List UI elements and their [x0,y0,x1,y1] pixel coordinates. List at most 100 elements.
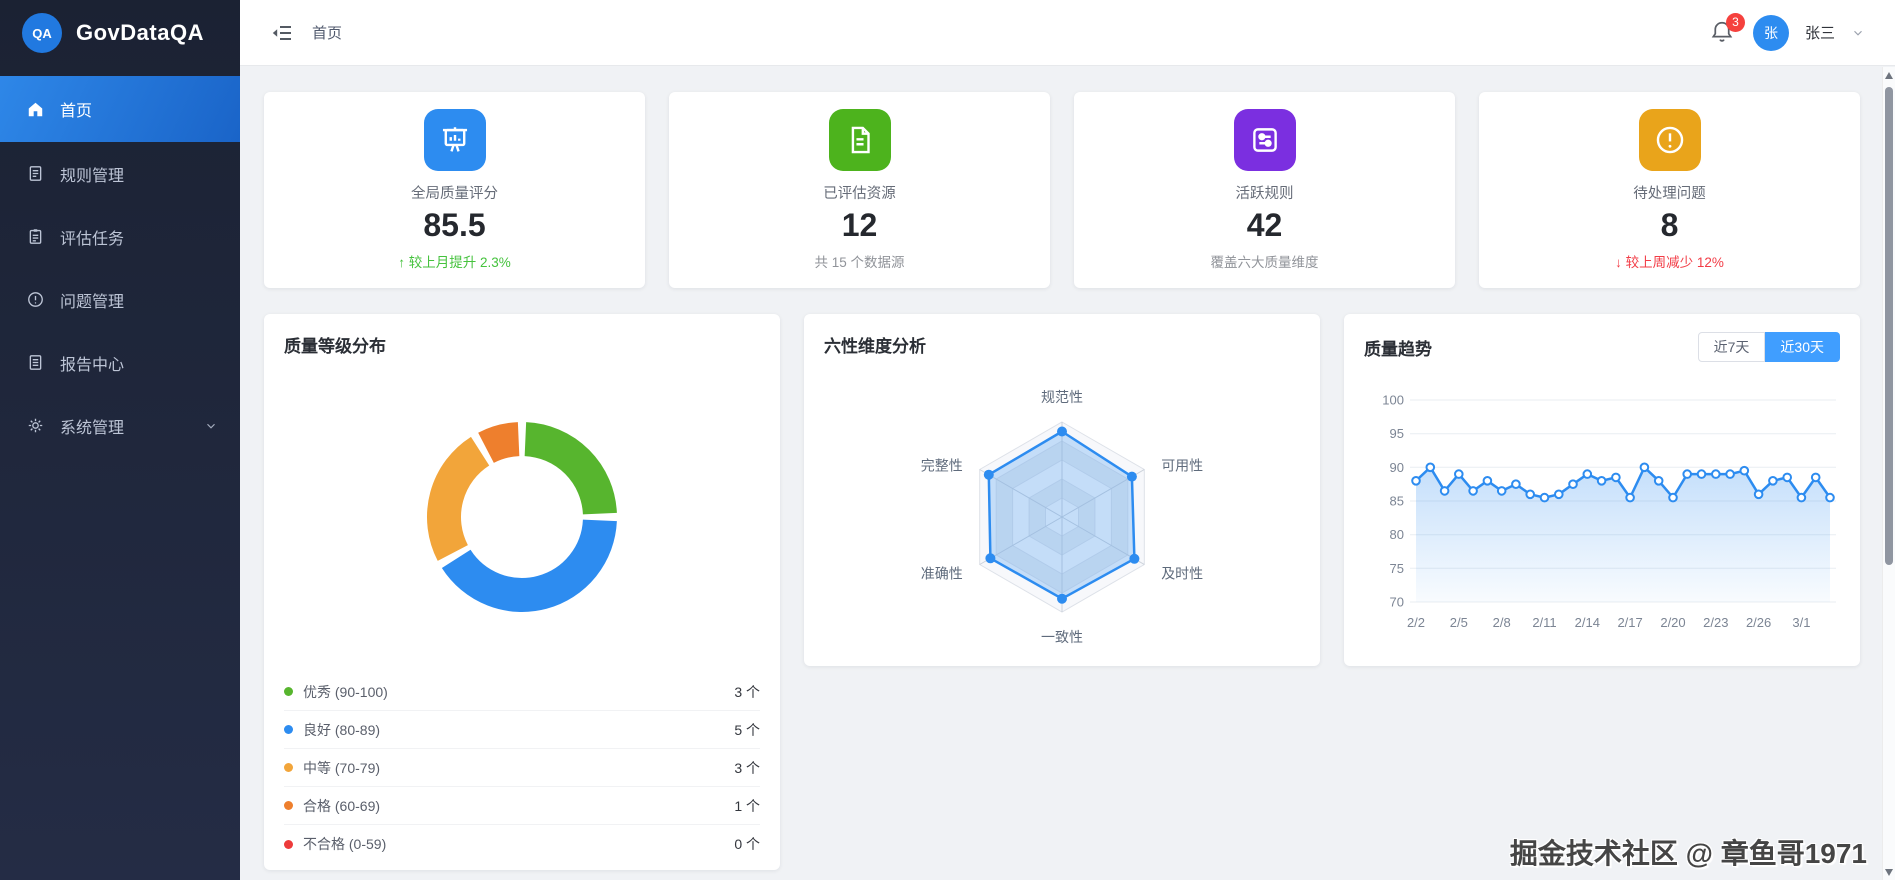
stat-title: 全局质量评分 [411,186,498,203]
svg-text:95: 95 [1390,426,1404,441]
stat-value: 12 [841,207,878,244]
svg-text:2/17: 2/17 [1617,615,1642,630]
sidebar-menu: 首页 规则管理 评估任务 问题管理 报告中心 系统管理 [0,76,240,457]
svg-text:80: 80 [1390,527,1404,542]
quality-trend-card: 质量趋势 近7天 近30天 100 95 90 85 80 75 70 2/2 2/5 2/8 2/… [1344,314,1860,666]
stats-row: 全局质量评分 85.5 ↑ 较上月提升 2.3% 已评估资源 12 共 15 个… [264,92,1860,288]
sliders-icon [1233,109,1296,172]
six-dimensions-card: 六性维度分析 规范性 可用性 及时性 一致性 准确性 完整性 [804,314,1320,666]
line-chart: 100 95 90 85 80 75 702/2 2/5 2/8 2/11 2/14 2/17 2/20… [1382,393,1836,630]
stat-title: 已评估资源 [823,186,896,203]
sidebar: QA GovDataQA 首页 规则管理 评估任务 问题管理 报告中心 [0,0,240,880]
stat-card-assessed-resources: 已评估资源 12 共 15 个数据源 [669,92,1050,288]
chevron-down-icon[interactable] [1851,26,1865,40]
legend-dot [284,801,293,810]
stat-note: ↑ 较上月提升 2.3% [398,254,511,270]
svg-text:准确性: 准确性 [921,566,963,582]
donut-chart [427,422,617,612]
chevron-down-icon [207,423,215,429]
page-scrollbar [1882,67,1895,880]
watermark: 掘金技术社区 @ 章鱼哥1971 [1509,838,1867,869]
svg-text:及时性: 及时性 [1161,566,1203,582]
range-30days-button[interactable]: 近30天 [1765,332,1840,362]
legend-count: 5 个 [734,721,760,738]
notification-badge: 3 [1725,12,1745,32]
stat-value: 42 [1246,207,1283,244]
legend-item-pass[interactable]: 合格 (60-69) 1 个 [284,787,760,825]
legend-label: 良好 (80-89) [303,721,381,738]
sidebar-item-label: 问题管理 [60,293,125,311]
legend-count: 3 个 [734,759,760,776]
rules-document-icon [29,166,42,181]
chart-title: 六性维度分析 [824,337,926,356]
reports-document-icon [29,355,42,370]
svg-text:2/23: 2/23 [1703,615,1728,630]
tasks-clipboard-icon [29,229,42,244]
legend-dot [284,839,293,849]
notification-bell[interactable]: 3 [1709,12,1745,47]
sidebar-fold-icon[interactable] [270,20,296,46]
sidebar-item-rules[interactable]: 规则管理 [0,142,240,205]
legend-count: 0 个 [734,836,760,852]
avatar[interactable]: 张 [1752,14,1789,51]
sidebar-item-label: 首页 [60,103,93,120]
chart-title: 质量等级分布 [284,337,386,356]
legend-dot [284,763,293,772]
app-name: GovDataQA [76,20,204,45]
legend-label: 不合格 (0-59) [303,836,387,852]
legend-item-medium[interactable]: 中等 (70-79) 3 个 [284,749,760,787]
svg-text:3/1: 3/1 [1792,615,1810,630]
logo: QA GovDataQA [0,0,240,66]
stat-note: ↓ 较上周减少 12% [1615,254,1724,270]
legend-count: 1 个 [734,797,760,814]
user-name[interactable]: 张三 [1804,25,1835,42]
trend-range-group: 近7天 近30天 [1697,332,1840,362]
header-right: 3 张 张三 [1709,12,1865,51]
quality-level-distribution-card: 质量等级分布 优秀 (90-100) 3 个 良好 (80-89) 5 个 [264,314,780,870]
legend-label: 合格 (60-69) [303,797,381,814]
sidebar-item-label: 评估任务 [60,230,125,248]
document-icon [828,109,891,172]
breadcrumb[interactable]: 首页 [312,25,343,42]
stat-value: 85.5 [423,207,486,244]
stat-title: 活跃规则 [1235,186,1294,203]
gear-icon [28,418,43,433]
legend-item-good[interactable]: 良好 (80-89) 5 个 [284,711,760,749]
legend-item-excellent[interactable]: 优秀 (90-100) 3 个 [284,673,760,711]
svg-text:100: 100 [1382,393,1404,408]
dashboard-content: 全局质量评分 85.5 ↑ 较上月提升 2.3% 已评估资源 12 共 15 个… [240,66,1895,880]
svg-text:75: 75 [1390,561,1404,576]
scrollbar-thumb[interactable] [1885,87,1893,565]
svg-text:可用性: 可用性 [1161,458,1203,474]
legend-label: 中等 (70-79) [303,759,381,776]
svg-text:2/11: 2/11 [1532,615,1556,630]
svg-text:2/5: 2/5 [1450,615,1468,630]
sidebar-item-system[interactable]: 系统管理 [0,394,240,457]
issues-warning-icon [28,292,43,307]
sidebar-item-home[interactable]: 首页 [0,76,240,142]
stat-title: 待处理问题 [1633,186,1706,203]
sidebar-item-label: 报告中心 [60,356,125,374]
sidebar-item-tasks[interactable]: 评估任务 [0,205,240,268]
svg-text:一致性: 一致性 [1041,629,1083,645]
svg-text:70: 70 [1390,595,1404,610]
scrollbar-down-arrow[interactable] [1885,869,1893,876]
chart-title: 质量趋势 [1364,339,1432,359]
charts-row: 质量等级分布 优秀 (90-100) 3 个 良好 (80-89) 5 个 [264,314,1860,870]
stat-card-quality-score: 全局质量评分 85.5 ↑ 较上月提升 2.3% [264,92,645,288]
stat-note: 共 15 个数据源 [814,254,905,270]
main-area: 首页 3 张 张三 全局质量评分 85.5 [240,0,1895,880]
warning-icon [1638,109,1701,172]
legend-dot [284,725,293,734]
range-7days-button[interactable]: 近7天 [1697,332,1766,362]
legend-item-fail[interactable]: 不合格 (0-59) 0 个 [284,825,760,863]
presentation-chart-icon [423,109,486,172]
scrollbar-up-arrow[interactable] [1885,72,1893,79]
logo-badge: QA [22,13,62,53]
top-header: 首页 3 张 张三 [240,0,1895,66]
sidebar-item-reports[interactable]: 报告中心 [0,331,240,394]
legend-count: 3 个 [734,683,760,700]
svg-text:85: 85 [1390,494,1404,509]
sidebar-item-issues[interactable]: 问题管理 [0,268,240,331]
